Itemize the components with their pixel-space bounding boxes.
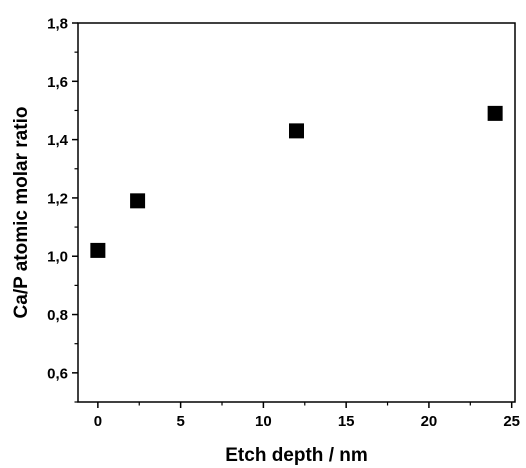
x-tick-label: 20: [421, 413, 438, 430]
data-point: [289, 123, 304, 139]
x-tick-label: 15: [338, 413, 355, 430]
y-tick-label: 1,4: [47, 132, 69, 149]
y-tick-label: 1,8: [47, 16, 68, 33]
y-axis-title: Ca/P atomic molar ratio: [11, 107, 32, 319]
plot-frame: [77, 22, 516, 403]
y-tick-label: 0,8: [47, 307, 68, 324]
data-point: [487, 105, 503, 121]
x-tick-label: 25: [503, 413, 520, 430]
axis-ticks: 0 5 10 15 20 25 0,6 0,8 1,0 1,2 1,4 1,6 1,8: [47, 16, 520, 431]
y-tick-label: 0,6: [47, 365, 68, 382]
data-point: [90, 242, 106, 258]
x-tick-label: 0: [94, 413, 102, 430]
y-tick-label: 1,0: [47, 249, 68, 266]
x-axis-title: Etch depth / nm: [225, 445, 368, 466]
data-points: [90, 105, 503, 258]
x-tick-label: 5: [176, 413, 184, 430]
data-point: [130, 193, 146, 209]
y-tick-label: 1,6: [47, 74, 68, 91]
y-tick-label: 1,2: [47, 190, 68, 207]
x-tick-label: 10: [255, 413, 272, 430]
